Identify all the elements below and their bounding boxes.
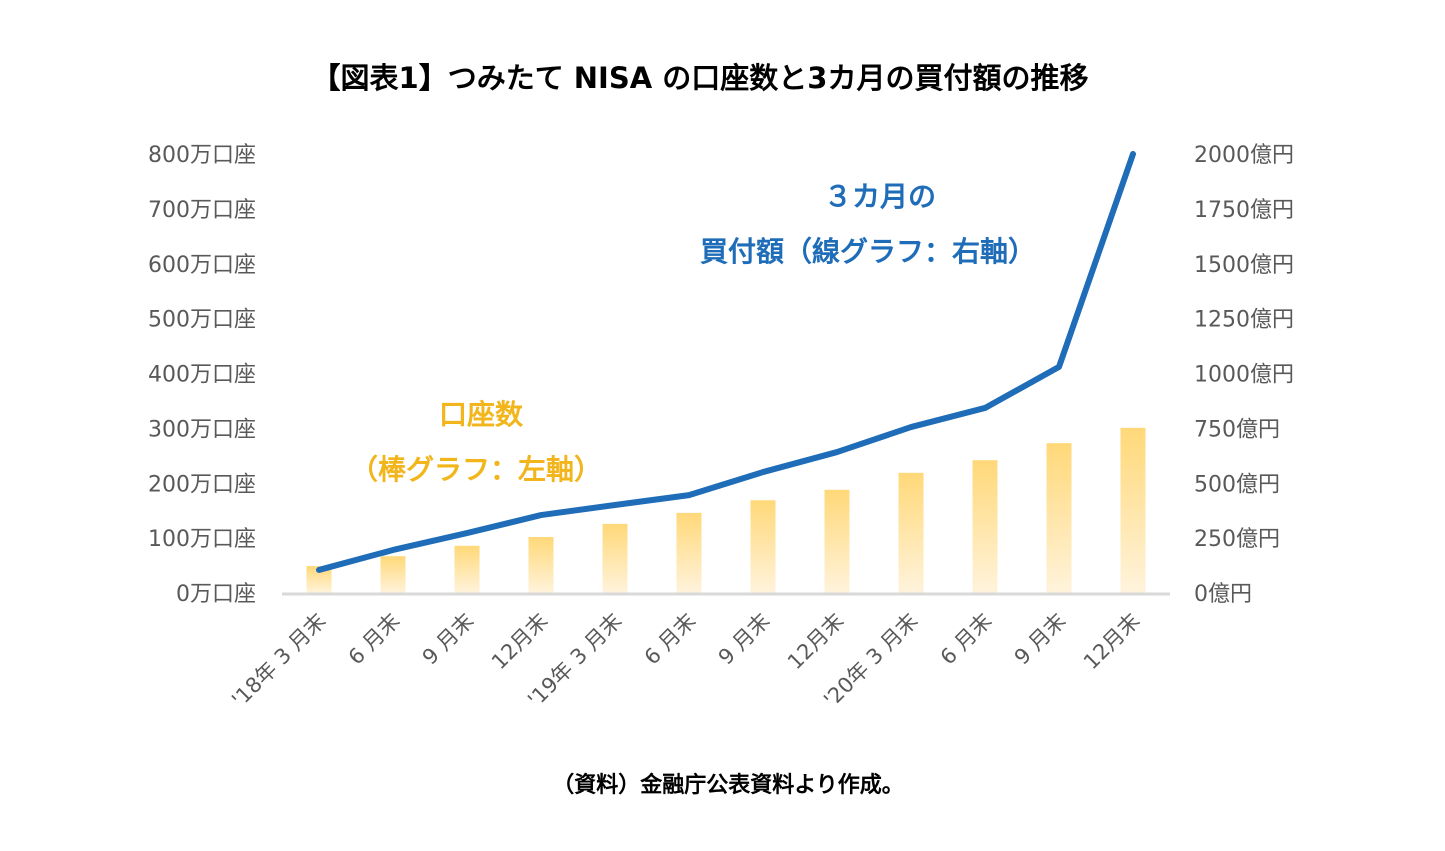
x-tick-label: 9 月末 [1010,609,1071,670]
right-tick-label: 1000億円 [1194,363,1294,388]
bar [602,523,628,593]
bar [380,556,406,593]
bar-annotation: 口座数 （棒グラフ：左軸） [350,398,602,486]
left-tick-label: 400万口座 [148,363,256,388]
right-tick-label: 1250億円 [1194,308,1294,333]
right-tick-label: 0億円 [1194,582,1252,607]
x-tick-label: 12月末 [783,609,849,675]
left-tick-label: 700万口座 [148,198,256,223]
x-tick-label: 12月末 [487,609,553,675]
x-tick-label: 6 月末 [640,609,701,670]
right-tick-label: 2000億円 [1194,143,1294,168]
x-tick-label: 9 月末 [714,609,775,670]
bar-annotation-line1: 口座数 [439,398,524,431]
right-tick-label: 500億円 [1194,472,1280,497]
line-annotation: ３カ月の 買付額（線グラフ：右軸） [700,180,1036,268]
bar [676,512,702,593]
left-tick-label: 100万口座 [148,527,256,552]
right-tick-label: 250億円 [1194,527,1280,552]
x-tick-label: 6 月末 [344,609,405,670]
bar [824,489,850,593]
x-tick-label: '18年 3 月末 [227,609,330,712]
right-axis: 0億円 250億円 500億円 750億円 1000億円 1250億円 1500億円 1750… [1194,143,1294,607]
bar [750,500,776,593]
x-axis: '18年 3 月末 6 月末 9 月末 12月末'19年 3 月末 6 月末 9 月末 12… [227,609,1144,712]
left-tick-label: 500万口座 [148,308,256,333]
left-tick-label: 200万口座 [148,472,256,497]
bar [528,537,554,593]
bar [1120,427,1146,593]
line-annotation-line2: 買付額（線グラフ：右軸） [700,235,1036,268]
right-tick-label: 750億円 [1194,417,1280,442]
line-path [316,151,1136,573]
left-tick-label: 300万口座 [148,417,256,442]
bar-annotation-line2: （棒グラフ：左軸） [350,453,602,486]
bar [972,460,998,593]
source-note: （資料）金融庁公表資料より作成。 [552,772,904,798]
x-tick-label: 12月末 [1079,609,1145,675]
x-tick-label: 9 月末 [418,609,479,670]
line-series [316,151,1136,573]
left-axis: 0万口座 100万口座 200万口座 300万口座 400万口座 500万口座 600万口座… [148,143,256,607]
bar-series [306,427,1146,593]
line-annotation-line1: ３カ月の [824,180,936,213]
right-tick-label: 1500億円 [1194,253,1294,278]
bar [454,545,480,593]
left-tick-label: 0万口座 [176,582,256,607]
chart-title: 【図表1】つみたて NISA の口座数と3カ月の買付額の推移 [312,61,1089,95]
right-tick-label: 1750億円 [1194,198,1294,223]
bar [898,472,924,593]
bar [1046,443,1072,593]
left-tick-label: 800万口座 [148,143,256,168]
x-tick-label: 6 月末 [936,609,997,670]
left-tick-label: 600万口座 [148,253,256,278]
